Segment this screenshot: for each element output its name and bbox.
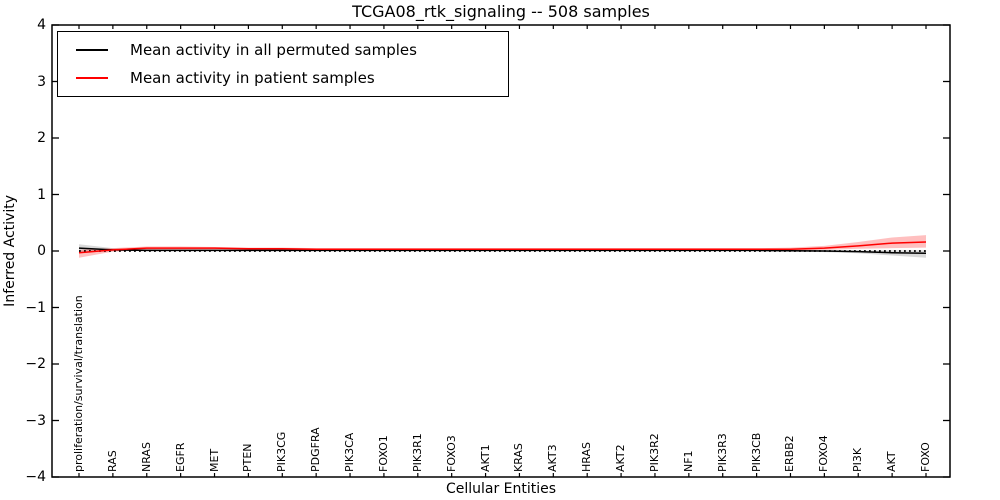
y-tick-label: 2: [37, 130, 46, 146]
x-tick-label: AKT1: [478, 444, 492, 472]
x-tick-label: FOXO3: [444, 435, 458, 472]
y-tick-label: −1: [25, 299, 46, 316]
chart-title: TCGA08_rtk_signaling -- 508 samples: [352, 2, 650, 21]
x-tick-label: PTEN: [241, 443, 255, 472]
legend: Mean activity in all permuted samples Me…: [57, 31, 509, 97]
x-tick-label: KRAS: [512, 443, 526, 472]
x-tick-label: PIK3R2: [647, 433, 661, 472]
x-tick-label: RAS: [105, 450, 119, 472]
legend-line-red-icon: [76, 76, 108, 79]
x-tick-label: NRAS: [139, 442, 153, 472]
x-tick-label: AKT3: [546, 444, 560, 472]
mean-line-1: [78, 241, 927, 254]
y-tick-label: 3: [37, 73, 46, 90]
legend-label-patient-samples: Mean activity in patient samples: [130, 68, 375, 87]
x-tick-label: PI3K: [851, 447, 865, 472]
x-tick-label: AKT: [885, 451, 899, 472]
y-tick-label: −4: [25, 469, 46, 485]
mean-line-0: [78, 247, 927, 255]
x-tick-label: PIK3R1: [410, 433, 424, 472]
x-tick-label: PIK3CB: [749, 432, 763, 472]
x-tick-label: PDGFRA: [309, 427, 323, 472]
x-tick-label: NF1: [681, 450, 695, 472]
legend-label-permuted-samples: Mean activity in all permuted samples: [130, 41, 417, 60]
x-tick-label: AKT2: [614, 444, 628, 472]
x-tick-label: PIK3CA: [343, 432, 357, 472]
x-tick-label: FOXO4: [817, 435, 831, 472]
y-tick-label: −3: [25, 412, 46, 429]
x-tick-label: ERBB2: [783, 435, 797, 472]
x-axis-label: Cellular Entities: [445, 481, 557, 497]
y-tick-label: 1: [37, 186, 46, 203]
confidence-band-1: [79, 235, 926, 258]
x-tick-label: HRAS: [580, 442, 594, 472]
x-tick-label: FOXO1: [376, 435, 390, 472]
x-tick-label: FOXO: [919, 442, 932, 472]
legend-item-patient-samples: Mean activity in patient samples: [58, 69, 508, 87]
y-tick-label: 4: [37, 17, 46, 33]
legend-item-permuted-samples: Mean activity in all permuted samples: [58, 41, 508, 59]
x-tick-label: MET: [207, 448, 221, 472]
y-tick-label: −2: [25, 356, 46, 372]
x-tick-label: PIK3R3: [715, 433, 729, 472]
x-tick-label: proliferation/survival/translation: [72, 295, 85, 472]
y-tick-label: 0: [37, 243, 46, 259]
x-tick-label: EGFR: [173, 442, 187, 472]
x-tick-label: PIK3CG: [275, 431, 289, 472]
legend-line-black-icon: [76, 49, 108, 52]
